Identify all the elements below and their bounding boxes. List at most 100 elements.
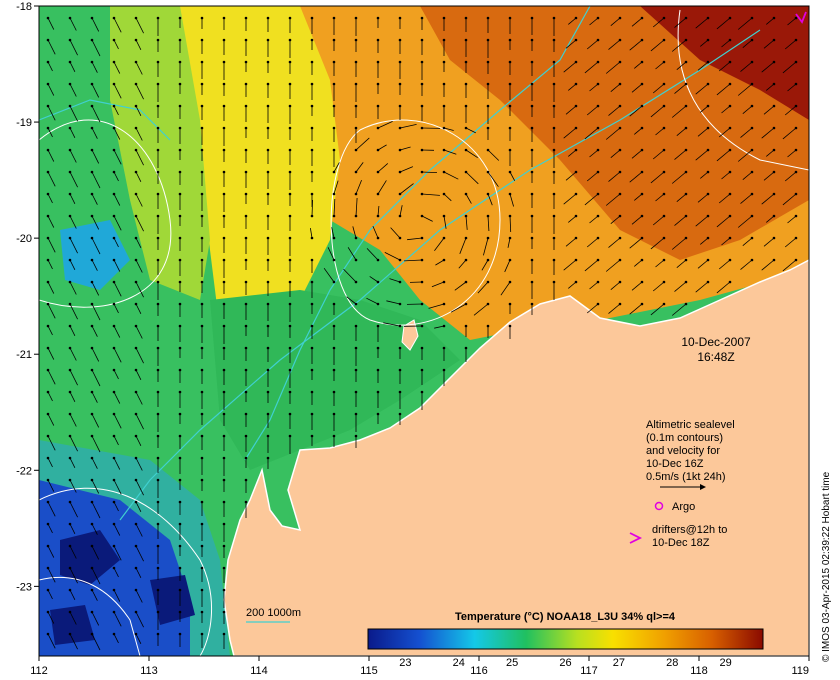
velocity-arrow-origin <box>464 170 468 174</box>
velocity-arrow-origin <box>618 302 622 306</box>
velocity-arrow <box>113 435 119 446</box>
velocity-arrow-origin <box>200 280 204 284</box>
velocity-arrow-origin <box>244 434 248 438</box>
velocity-arrow <box>47 215 55 228</box>
sealevel-legend-line-1: Altimetric sealevel <box>646 419 735 431</box>
velocity-arrow-origin <box>134 346 138 350</box>
velocity-arrow <box>47 369 56 385</box>
velocity-arrow-origin <box>662 192 666 196</box>
velocity-arrow <box>113 589 121 602</box>
velocity-arrow <box>563 193 577 205</box>
velocity-arrow-origin <box>310 82 314 86</box>
velocity-arrow-origin <box>486 38 490 42</box>
velocity-arrow-origin <box>442 126 446 130</box>
velocity-arrow <box>716 149 731 162</box>
velocity-arrow-origin <box>662 170 666 174</box>
velocity-arrow <box>47 611 55 624</box>
velocity-arrow-origin <box>662 38 666 42</box>
velocity-arrow-origin <box>134 566 138 570</box>
velocity-arrow-origin <box>332 82 336 86</box>
sealevel-legend-line-3: and velocity for <box>646 445 720 457</box>
velocity-arrow-origin <box>640 148 644 152</box>
velocity-arrow <box>69 281 77 295</box>
velocity-arrow <box>766 17 775 25</box>
velocity-arrow-origin <box>530 38 534 42</box>
velocity-arrow-origin <box>354 214 358 218</box>
velocity-arrow-origin <box>244 280 248 284</box>
velocity-arrow-origin <box>310 346 314 350</box>
velocity-arrow <box>421 171 438 173</box>
sealevel-contour-southwest <box>39 487 212 656</box>
velocity-arrow-origin <box>398 324 402 328</box>
velocity-arrow-origin <box>90 82 94 86</box>
velocity-arrow <box>91 215 100 230</box>
velocity-arrow-origin <box>68 346 72 350</box>
velocity-arrow-origin <box>794 82 798 86</box>
velocity-arrow-origin <box>508 126 512 130</box>
velocity-arrow <box>742 105 753 115</box>
velocity-arrow-origin <box>794 236 798 240</box>
sst-green-coastal <box>210 290 460 470</box>
velocity-arrow-origin <box>46 16 50 20</box>
velocity-arrow-origin <box>508 192 512 196</box>
velocity-arrow <box>671 39 687 52</box>
velocity-arrow <box>47 391 53 402</box>
velocity-arrow-origin <box>46 412 50 416</box>
velocity-arrow <box>671 303 687 316</box>
velocity-arrow <box>113 479 122 495</box>
velocity-arrow <box>586 105 599 116</box>
velocity-arrow <box>407 237 423 241</box>
velocity-arrow-origin <box>464 60 468 64</box>
velocity-arrow <box>69 435 78 452</box>
velocity-arrow-origin <box>222 104 226 108</box>
velocity-arrow-origin <box>244 170 248 174</box>
velocity-arrow-origin <box>728 192 732 196</box>
velocity-arrow <box>399 183 414 195</box>
velocity-arrow-origin <box>68 632 72 636</box>
velocity-arrow <box>742 237 753 247</box>
velocity-arrow-origin <box>134 104 138 108</box>
velocity-arrow-origin <box>442 236 446 240</box>
velocity-arrow-origin <box>266 192 270 196</box>
velocity-arrow <box>650 237 665 250</box>
velocity-arrow-origin <box>442 302 446 306</box>
velocity-arrow <box>47 501 56 517</box>
velocity-arrow-origin <box>266 368 270 372</box>
velocity-arrow <box>655 61 665 70</box>
velocity-arrow <box>113 281 122 297</box>
velocity-arrow <box>782 127 797 140</box>
velocity-arrow-origin <box>200 434 204 438</box>
velocity-arrow <box>428 303 445 309</box>
velocity-arrow-origin <box>46 126 50 130</box>
velocity-arrow-origin <box>310 60 314 64</box>
sealevel-legend-line-5: 0.5m/s (1kt 24h) <box>646 471 725 483</box>
velocity-arrow <box>135 501 142 512</box>
velocity-arrow-origin <box>244 82 248 86</box>
velocity-arrow-origin <box>244 192 248 196</box>
argo-marker-icon <box>654 501 664 511</box>
velocity-arrow <box>766 149 775 157</box>
velocity-arrow-origin <box>464 258 468 262</box>
velocity-arrow-origin <box>112 324 116 328</box>
velocity-arrow-origin <box>684 16 688 20</box>
velocity-arrow-origin <box>310 236 314 240</box>
velocity-arrow-origin <box>112 390 116 394</box>
velocity-arrow-origin <box>354 60 358 64</box>
velocity-arrow <box>634 61 643 69</box>
velocity-arrow-origin <box>90 522 94 526</box>
velocity-arrow <box>421 193 440 196</box>
velocity-arrow <box>784 39 797 50</box>
velocity-arrow-origin <box>178 60 182 64</box>
velocity-arrow-origin <box>222 170 226 174</box>
velocity-arrow-origin <box>288 170 292 174</box>
velocity-arrow-origin <box>46 192 50 196</box>
velocity-arrow-origin <box>706 126 710 130</box>
velocity-arrow-origin <box>90 214 94 218</box>
velocity-arrow-origin <box>442 148 446 152</box>
velocity-arrow <box>763 105 775 115</box>
velocity-arrow-origin <box>508 236 512 240</box>
velocity-arrow <box>135 611 144 628</box>
velocity-arrow-origin <box>332 236 336 240</box>
velocity-arrow <box>629 237 643 249</box>
